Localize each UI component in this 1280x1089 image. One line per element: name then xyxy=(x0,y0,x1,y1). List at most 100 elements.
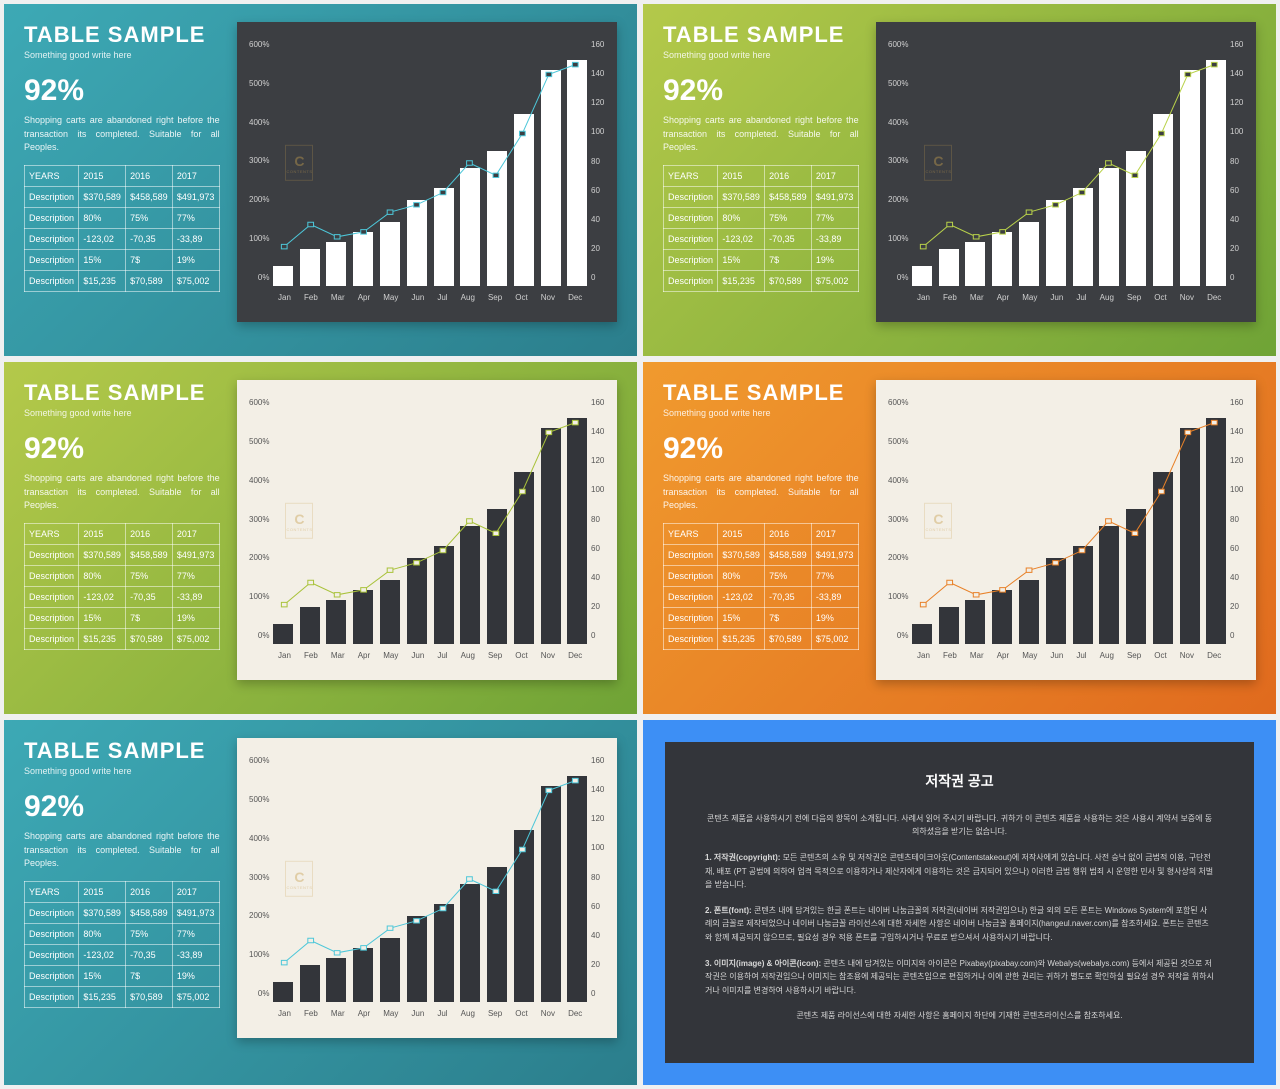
copyright-footer: 콘텐츠 제품 라이선스에 대한 자세한 사항은 홈페이지 하단에 기재한 콘텐츠… xyxy=(705,1009,1214,1023)
line-series xyxy=(271,40,589,286)
watermark-icon: CCONTENTS xyxy=(285,861,313,897)
panel-desc: Shopping carts are abandoned right befor… xyxy=(24,114,220,155)
data-table: YEARS201520162017Description$370,589$458… xyxy=(24,523,220,650)
watermark-icon: CCONTENTS xyxy=(285,145,313,181)
y-axis-right: 160140120100806040200 xyxy=(591,756,613,998)
data-table: YEARS201520162017Description$370,589$458… xyxy=(663,523,859,650)
copyright-title: 저작권 공고 xyxy=(705,770,1214,794)
panel-subtitle: Something good write here xyxy=(24,766,220,776)
table-row: Description-123,02-70,35-33,89 xyxy=(664,586,859,607)
table-header: 2017 xyxy=(172,523,219,544)
table-header: YEARS xyxy=(664,523,718,544)
panel-subtitle: Something good write here xyxy=(663,408,859,418)
table-row: Description-123,02-70,35-33,89 xyxy=(25,586,220,607)
table-header: 2017 xyxy=(811,523,858,544)
table-row: Description15%7$19% xyxy=(25,965,220,986)
data-table: YEARS201520162017Description$370,589$458… xyxy=(663,165,859,292)
panel-subtitle: Something good write here xyxy=(24,408,220,418)
watermark-icon: CCONTENTS xyxy=(285,503,313,539)
panel-subtitle: Something good write here xyxy=(663,50,859,60)
chart-box: 600%500%400%300%200%100%0% 16014012010080… xyxy=(876,380,1256,680)
line-series xyxy=(910,398,1228,644)
table-header: 2017 xyxy=(172,165,219,186)
data-table: YEARS201520162017Description$370,589$458… xyxy=(24,165,220,292)
table-header: 2016 xyxy=(765,523,812,544)
panel-3: TABLE SAMPLE Something good write here 9… xyxy=(4,362,637,714)
watermark-icon: CCONTENTS xyxy=(924,145,952,181)
panel-title: TABLE SAMPLE xyxy=(663,22,859,48)
y-axis-left: 600%500%400%300%200%100%0% xyxy=(884,40,908,282)
table-header: 2016 xyxy=(126,523,173,544)
panel-1: TABLE SAMPLE Something good write here 9… xyxy=(4,4,637,356)
panel-title: TABLE SAMPLE xyxy=(24,22,220,48)
table-header: YEARS xyxy=(25,523,79,544)
chart-box: 600%500%400%300%200%100%0% 16014012010080… xyxy=(237,738,617,1038)
table-header: 2017 xyxy=(172,881,219,902)
panel-title: TABLE SAMPLE xyxy=(24,380,220,406)
y-axis-right: 160140120100806040200 xyxy=(1230,40,1252,282)
data-table: YEARS201520162017Description$370,589$458… xyxy=(24,881,220,1008)
y-axis-right: 160140120100806040200 xyxy=(591,398,613,640)
copyright-intro: 콘텐츠 제품을 사용하시기 전에 다음의 항목이 소개됩니다. 사례서 읽어 주… xyxy=(705,812,1214,839)
watermark-icon: CCONTENTS xyxy=(924,503,952,539)
table-row: Description80%75%77% xyxy=(25,565,220,586)
table-row: Description80%75%77% xyxy=(664,565,859,586)
panel-title: TABLE SAMPLE xyxy=(24,738,220,764)
panel-bignum: 92% xyxy=(24,432,220,466)
table-header: YEARS xyxy=(25,165,79,186)
table-row: Description-123,02-70,35-33,89 xyxy=(25,228,220,249)
panel-desc: Shopping carts are abandoned right befor… xyxy=(24,472,220,513)
table-row: Description$15,235$70,589$75,002 xyxy=(664,628,859,649)
panel-desc: Shopping carts are abandoned right befor… xyxy=(663,114,859,155)
x-axis: JanFebMarAprMayJunJulAugSepOctNovDec xyxy=(271,651,589,660)
panel-4: TABLE SAMPLE Something good write here 9… xyxy=(643,362,1276,714)
table-row: Description15%7$19% xyxy=(25,607,220,628)
table-header: 2015 xyxy=(718,523,765,544)
y-axis-right: 160140120100806040200 xyxy=(1230,398,1252,640)
table-header: 2015 xyxy=(79,881,126,902)
table-header: 2016 xyxy=(765,165,812,186)
y-axis-left: 600%500%400%300%200%100%0% xyxy=(245,40,269,282)
table-row: Description$370,589$458,589$491,973 xyxy=(664,186,859,207)
panel-bignum: 92% xyxy=(24,74,220,108)
y-axis-left: 600%500%400%300%200%100%0% xyxy=(245,756,269,998)
y-axis-left: 600%500%400%300%200%100%0% xyxy=(884,398,908,640)
table-row: Description80%75%77% xyxy=(25,207,220,228)
table-row: Description$15,235$70,589$75,002 xyxy=(664,270,859,291)
table-row: Description80%75%77% xyxy=(664,207,859,228)
table-header: YEARS xyxy=(664,165,718,186)
panel-subtitle: Something good write here xyxy=(24,50,220,60)
chart-box: 600%500%400%300%200%100%0% 16014012010080… xyxy=(876,22,1256,322)
x-axis: JanFebMarAprMayJunJulAugSepOctNovDec xyxy=(271,1009,589,1018)
copyright-section-1: 1. 저작권(copyright): 모든 콘텐츠의 소유 및 저작권은 콘텐츠… xyxy=(705,851,1214,892)
table-row: Description80%75%77% xyxy=(25,923,220,944)
table-header: 2016 xyxy=(126,881,173,902)
table-header: 2017 xyxy=(811,165,858,186)
copyright-section-2: 2. 폰트(font): 콘텐츠 내에 담겨있는 한글 폰트는 네이버 나눔금꼴… xyxy=(705,904,1214,945)
table-row: Description$370,589$458,589$491,973 xyxy=(664,544,859,565)
table-row: Description$370,589$458,589$491,973 xyxy=(25,902,220,923)
panel-title: TABLE SAMPLE xyxy=(663,380,859,406)
x-axis: JanFebMarAprMayJunJulAugSepOctNovDec xyxy=(271,293,589,302)
panel-5: TABLE SAMPLE Something good write here 9… xyxy=(4,720,637,1085)
copyright-panel: 저작권 공고 콘텐츠 제품을 사용하시기 전에 다음의 항목이 소개됩니다. 사… xyxy=(643,720,1276,1085)
panel-desc: Shopping carts are abandoned right befor… xyxy=(663,472,859,513)
y-axis-left: 600%500%400%300%200%100%0% xyxy=(245,398,269,640)
panel-bignum: 92% xyxy=(663,432,859,466)
table-row: Description$15,235$70,589$75,002 xyxy=(25,986,220,1007)
y-axis-right: 160140120100806040200 xyxy=(591,40,613,282)
table-row: Description$15,235$70,589$75,002 xyxy=(25,270,220,291)
chart-box: 600%500%400%300%200%100%0% 16014012010080… xyxy=(237,22,617,322)
panel-bignum: 92% xyxy=(663,74,859,108)
table-row: Description$370,589$458,589$491,973 xyxy=(25,186,220,207)
table-row: Description-123,02-70,35-33,89 xyxy=(25,944,220,965)
table-row: Description$370,589$458,589$491,973 xyxy=(25,544,220,565)
table-row: Description15%7$19% xyxy=(664,249,859,270)
copyright-section-3: 3. 이미지(image) & 아이콘(icon): 콘텐츠 내에 담겨있는 이… xyxy=(705,957,1214,998)
line-series xyxy=(271,756,589,1002)
chart-box: 600%500%400%300%200%100%0% 16014012010080… xyxy=(237,380,617,680)
table-header: 2015 xyxy=(79,165,126,186)
table-row: Description$15,235$70,589$75,002 xyxy=(25,628,220,649)
panel-desc: Shopping carts are abandoned right befor… xyxy=(24,830,220,871)
table-row: Description15%7$19% xyxy=(25,249,220,270)
